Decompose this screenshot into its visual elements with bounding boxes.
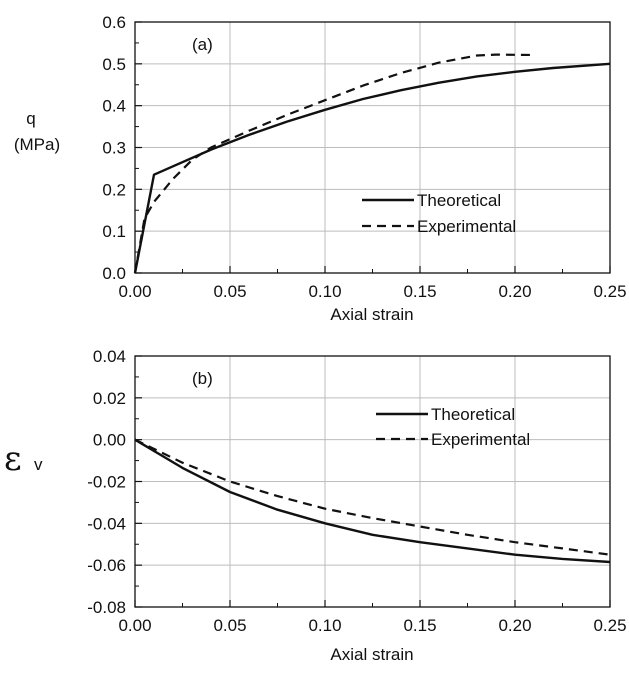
panel-b-y-tick-label: 0.04 bbox=[93, 347, 126, 366]
panel-a-y-axis-label: q bbox=[26, 109, 35, 128]
panel-a-x-tick-label: 0.10 bbox=[308, 282, 341, 301]
panel-b-volumetric-strain-chart: 0.00 0.05 0.10 0.15 0.20 0.250.040.020.00-0.0… bbox=[4, 347, 627, 664]
panel-b-tick-labels: 0.00 0.05 0.10 0.15 0.20 0.250.040.020.00-0.0… bbox=[87, 347, 626, 635]
panel-b-series-experimental bbox=[134, 438, 611, 556]
panel-a-series-theoretical bbox=[133, 62, 611, 274]
panel-a-y-axis-unit: (MPa) bbox=[14, 135, 60, 154]
panel-b-x-tick-label: 0.15 bbox=[403, 616, 436, 635]
panel-a-x-tick-label: 0.15 bbox=[403, 282, 436, 301]
panel-b-series bbox=[134, 438, 611, 564]
panel-b-plot-frame bbox=[134, 355, 611, 608]
panel-a-y-tick-label: 0.3 bbox=[102, 139, 126, 158]
panel-b-y-tick-label: 0.00 bbox=[93, 431, 126, 450]
panel-a-plot-frame bbox=[134, 21, 611, 274]
panel-b-x-tick-label: 0.05 bbox=[213, 616, 246, 635]
panel-b-legend-experimental-label: Experimental bbox=[431, 430, 530, 449]
panel-b-y-tick-label: -0.08 bbox=[87, 598, 126, 617]
panel-b-y-tick-label: 0.02 bbox=[93, 389, 126, 408]
panel-b-y-axis-symbol: ε bbox=[4, 439, 22, 479]
panel-b-y-tick-label: -0.06 bbox=[87, 556, 126, 575]
panel-a-y-tick-label: 0.2 bbox=[102, 180, 126, 199]
panel-b-y-tick-label: -0.02 bbox=[87, 473, 126, 492]
panel-a-label: (a) bbox=[192, 35, 213, 54]
panel-a-y-tick-label: 0.6 bbox=[102, 13, 126, 32]
panel-a-y-tick-label: 0.5 bbox=[102, 55, 126, 74]
panel-a-strength-chart: 0.00 0.05 0.10 0.15 0.20 0.25 0.0 0.1 0.2 0.3 0.4 0… bbox=[14, 13, 627, 324]
panel-b-x-tick-label: 0.20 bbox=[498, 616, 531, 635]
panel-a-x-tick-label: 0.05 bbox=[213, 282, 246, 301]
panel-b-y-tick-label: -0.04 bbox=[87, 514, 126, 533]
panel-b-x-tick-label: 0.10 bbox=[308, 616, 341, 635]
panel-a-series-experimental bbox=[133, 53, 535, 274]
panel-a-x-axis-label: Axial strain bbox=[330, 305, 413, 324]
panel-a-x-tick-label: 0.20 bbox=[498, 282, 531, 301]
panel-a-y-tick-label: 0.4 bbox=[102, 97, 126, 116]
panel-a-series bbox=[133, 53, 611, 274]
panel-b-x-axis-label: Axial strain bbox=[330, 645, 413, 664]
panel-a-x-tick-label: 0.25 bbox=[593, 282, 626, 301]
panel-b-legend-theoretical-label: Theoretical bbox=[431, 405, 515, 424]
panel-b-series-theoretical bbox=[134, 438, 611, 564]
panel-a-grid bbox=[135, 22, 610, 273]
panel-b-legend: Theoretical Experimental bbox=[376, 405, 530, 449]
panel-a-x-tick-label: 0.00 bbox=[118, 282, 151, 301]
panel-a-legend-theoretical-label: Theoretical bbox=[417, 191, 501, 210]
panel-b-x-tick-label: 0.00 bbox=[118, 616, 151, 635]
panel-b-grid bbox=[135, 356, 610, 607]
panel-b-label: (b) bbox=[192, 369, 213, 388]
panel-a-legend-experimental-label: Experimental bbox=[417, 217, 516, 236]
panel-a-tick-labels: 0.00 0.05 0.10 0.15 0.20 0.25 0.0 0.1 0.2 0.3 0.4 0… bbox=[102, 13, 626, 301]
panel-a-legend: Theoretical Experimental bbox=[362, 191, 516, 236]
panel-b-x-tick-label: 0.25 bbox=[593, 616, 626, 635]
panel-a-y-tick-label: 0.1 bbox=[102, 222, 126, 241]
panel-b-y-axis-subscript: v bbox=[34, 455, 43, 474]
panel-a-y-tick-label: 0.0 bbox=[102, 264, 126, 283]
